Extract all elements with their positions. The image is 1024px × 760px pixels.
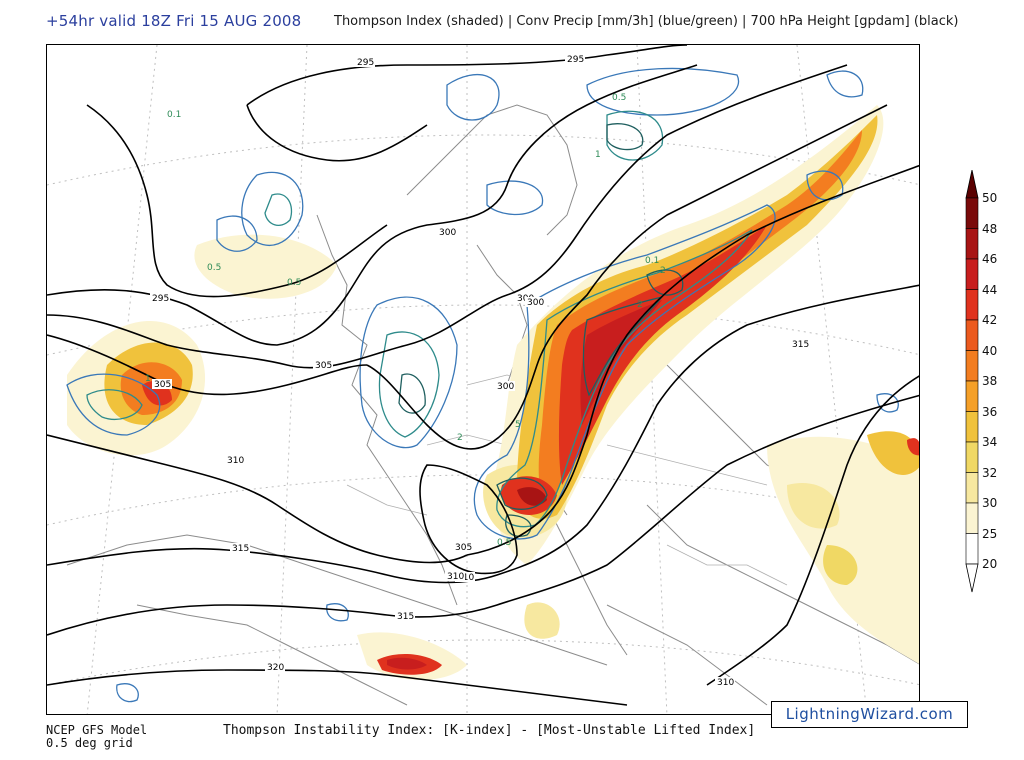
height-contour-label: 320 [267,663,284,673]
contour-label-bg [150,293,170,303]
precip-contour-label: 0.5 [497,538,511,548]
height-contour-label: 295 [567,55,584,65]
height-contour-label: 310 [717,678,734,688]
precip-contour-label: 1 [595,150,601,160]
colorbar-swatch [965,197,979,229]
contour-label-bg [265,662,285,672]
precip-contour-label: 0.1 [167,110,181,120]
height-contour-label: 300 [497,382,514,392]
colorbar-swatch [965,533,979,565]
colorbar-swatch [965,350,979,382]
grid-resolution-label: 0.5 deg grid [46,736,133,750]
height-contour-label: 315 [232,544,249,554]
precip-contour-label: 0.5 [287,278,301,288]
height-contour-label: 315 [792,340,809,350]
contour-label-bg [495,381,515,391]
height-contours [47,45,919,706]
contour-label-bg [445,571,465,581]
precip-contour-label: 5 [515,420,521,430]
height-contour-label: 295 [357,58,374,68]
colorbar-tick-label: 32 [982,465,998,480]
colorbar-tick-label: 30 [982,496,998,510]
contour-label-bg [525,297,545,307]
colorbar-tick-label: 48 [982,221,998,236]
colorbar [965,170,979,593]
contour-label-bg [355,57,375,67]
colorbar-swatch [965,502,979,534]
contour-label-bg [453,542,473,552]
contour-label-bg [565,54,585,64]
colorbar-tick-label: 36 [982,404,998,419]
contour-label-bg [225,455,245,465]
convective-precip-contours [66,67,899,703]
height-contour-labels: 2952952953003003003003053053053103103103… [150,54,810,688]
colorbar-tick-label: 50 [982,191,998,205]
map-panel: 2952952953003003003003053053053103103103… [46,44,920,715]
colorbar-tick-label: 34 [982,435,998,449]
contour-label-bg [313,360,333,370]
colorbar-swatch [965,258,979,290]
colorbar-swatch [965,289,979,321]
precip-contour-labels: 0.1 0.5 0.5 0.5 1 2 2 2 5 0.1 0.5 1 [145,93,666,548]
forecast-time-label: +54hr valid 18Z Fri 15 AUG 2008 [46,12,302,30]
colorbar-tick-label: 40 [982,343,998,358]
lightningwizard-logo[interactable]: LightningWizard.com [771,701,968,728]
colorbar-swatch [965,472,979,504]
colorbar-tick-label: 38 [982,374,998,388]
precip-contour-label: 0.1 [645,256,659,266]
height-contour-label: 310 [447,572,464,582]
index-definition-label: Thompson Instability Index: [K-index] - … [223,723,756,738]
height-contour-label: 310 [227,456,244,466]
height-contour-label: 305 [455,543,472,553]
height-contour-label: 305 [154,380,171,390]
height-contour-label: 300 [439,228,456,238]
contour-label-bg [230,543,250,553]
height-contour-label: 295 [152,294,169,304]
contour-label-bg [715,677,735,687]
height-contour-label: 300 [527,298,544,308]
height-contour-label: 305 [315,361,332,371]
colorbar-top-arrow [965,170,979,199]
colorbar-swatch [965,319,979,351]
precip-contour-label: 2 [457,433,463,443]
colorbar-tick-label: 20 [982,557,998,571]
weather-map-svg: 2952952953003003003003053053053103103103… [47,45,919,714]
colorbar-swatch [965,228,979,260]
colorbar-tick-label: 46 [982,252,998,266]
precip-contour-label: 1 [145,374,151,384]
colorbar-swatch [965,441,979,473]
height-contour-label: 310 [457,573,474,583]
colorbar-tick-label: 25 [982,526,998,541]
model-name-label: NCEP GFS Model [46,723,148,737]
colorbar-tick-label: 44 [982,282,998,297]
field-description-label: Thompson Index (shaded) | Conv Precip [m… [334,14,959,29]
precip-contour-label: 0.5 [207,263,221,273]
contour-label-bg [437,227,457,237]
precip-contour-label: 2 [637,300,643,310]
colorbar-swatch [965,411,979,443]
colorbar-tick-label: 42 [982,313,998,327]
precip-contour-label: 0.5 [612,93,626,103]
contour-label-bg [395,611,415,621]
contour-label-bg [152,379,172,389]
colorbar-bottom-arrow [965,563,979,593]
colorbar-swatch [965,380,979,412]
precip-contour-label: 2 [660,266,666,276]
contour-label-bg [790,339,810,349]
height-contour-label: 315 [397,612,414,622]
